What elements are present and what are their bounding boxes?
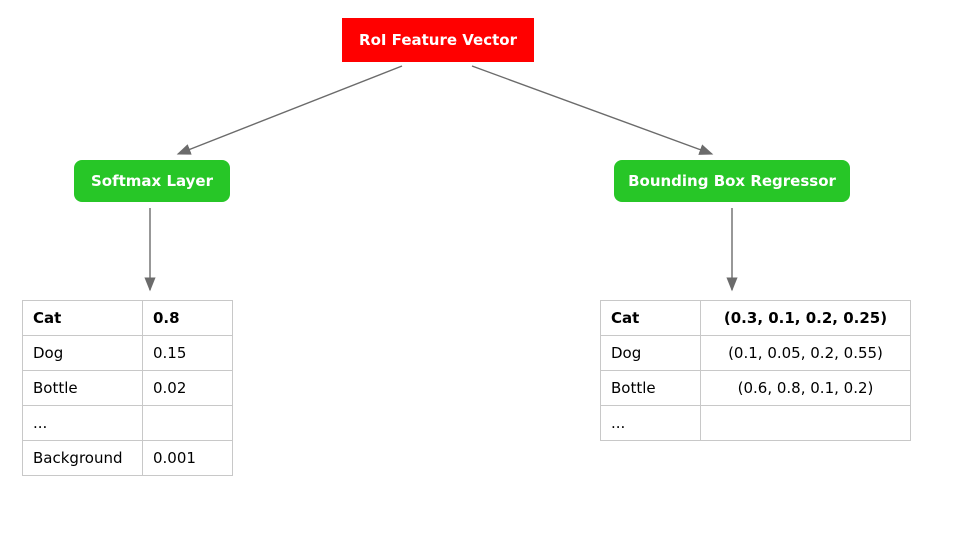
- table-row: Background0.001: [23, 441, 233, 476]
- left-cell: 0.8: [143, 301, 233, 336]
- table-row: Dog(0.1, 0.05, 0.2, 0.55): [601, 336, 911, 371]
- left-cell: Dog: [23, 336, 143, 371]
- left-cell: 0.02: [143, 371, 233, 406]
- table-row: ...: [601, 406, 911, 441]
- left-cell: ...: [23, 406, 143, 441]
- left-cell: [143, 406, 233, 441]
- softmax-layer-label: Softmax Layer: [91, 172, 213, 190]
- edge-root-to-bbox: [472, 66, 712, 154]
- left-cell: Cat: [23, 301, 143, 336]
- left-cell: 0.15: [143, 336, 233, 371]
- bounding-box-regressor-node: Bounding Box Regressor: [614, 160, 850, 202]
- edge-root-to-softmax: [178, 66, 402, 154]
- table-row: Cat(0.3, 0.1, 0.2, 0.25): [601, 301, 911, 336]
- softmax-output-table: Cat0.8Dog0.15Bottle0.02...Background0.00…: [22, 300, 233, 476]
- right-cell: (0.6, 0.8, 0.1, 0.2): [701, 371, 911, 406]
- softmax-layer-node: Softmax Layer: [74, 160, 230, 202]
- table-row: Cat0.8: [23, 301, 233, 336]
- right-cell: ...: [601, 406, 701, 441]
- bbox-output-table: Cat(0.3, 0.1, 0.2, 0.25)Dog(0.1, 0.05, 0…: [600, 300, 911, 441]
- right-cell: Dog: [601, 336, 701, 371]
- right-cell: Cat: [601, 301, 701, 336]
- table-row: Bottle0.02: [23, 371, 233, 406]
- edges-layer: [0, 0, 960, 560]
- left-cell: Background: [23, 441, 143, 476]
- table-row: ...: [23, 406, 233, 441]
- table-row: Bottle(0.6, 0.8, 0.1, 0.2): [601, 371, 911, 406]
- bounding-box-regressor-label: Bounding Box Regressor: [628, 172, 836, 190]
- right-cell: Bottle: [601, 371, 701, 406]
- roi-feature-vector-node: RoI Feature Vector: [342, 18, 534, 62]
- right-cell: [701, 406, 911, 441]
- table-row: Dog0.15: [23, 336, 233, 371]
- roi-feature-vector-label: RoI Feature Vector: [359, 31, 517, 49]
- right-cell: (0.3, 0.1, 0.2, 0.25): [701, 301, 911, 336]
- right-cell: (0.1, 0.05, 0.2, 0.55): [701, 336, 911, 371]
- left-cell: Bottle: [23, 371, 143, 406]
- left-cell: 0.001: [143, 441, 233, 476]
